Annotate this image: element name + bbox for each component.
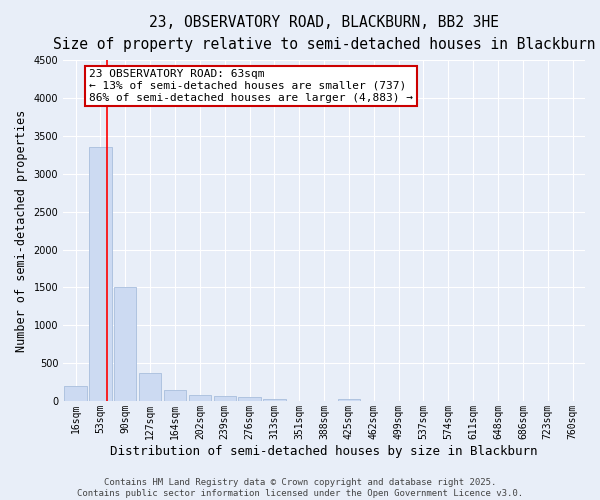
- Bar: [238, 397, 261, 401]
- Bar: [89, 148, 112, 401]
- Text: 23 OBSERVATORY ROAD: 63sqm
← 13% of semi-detached houses are smaller (737)
86% o: 23 OBSERVATORY ROAD: 63sqm ← 13% of semi…: [89, 70, 413, 102]
- Bar: [188, 395, 211, 401]
- Bar: [263, 398, 286, 401]
- Bar: [139, 373, 161, 401]
- Bar: [214, 396, 236, 401]
- Bar: [64, 386, 87, 401]
- Bar: [164, 390, 186, 401]
- X-axis label: Distribution of semi-detached houses by size in Blackburn: Distribution of semi-detached houses by …: [110, 444, 538, 458]
- Bar: [114, 288, 136, 401]
- Title: 23, OBSERVATORY ROAD, BLACKBURN, BB2 3HE
Size of property relative to semi-detac: 23, OBSERVATORY ROAD, BLACKBURN, BB2 3HE…: [53, 15, 595, 52]
- Bar: [338, 398, 360, 401]
- Y-axis label: Number of semi-detached properties: Number of semi-detached properties: [15, 110, 28, 352]
- Text: Contains HM Land Registry data © Crown copyright and database right 2025.
Contai: Contains HM Land Registry data © Crown c…: [77, 478, 523, 498]
